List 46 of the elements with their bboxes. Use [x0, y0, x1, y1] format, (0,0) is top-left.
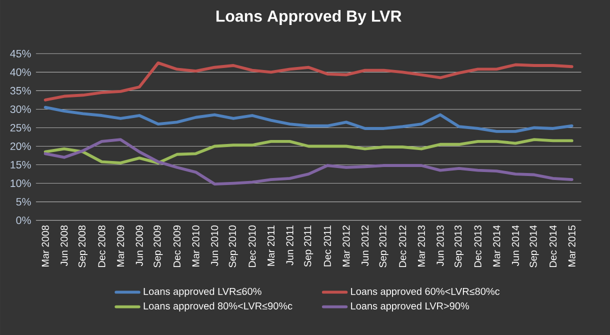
x-tick-label: Mar 2010: [192, 225, 200, 266]
y-tick-label: 45%: [10, 50, 31, 58]
y-tick-label: 40%: [10, 68, 31, 76]
x-tick-label: Jun 2009: [136, 226, 143, 266]
y-tick-label: 25%: [10, 124, 31, 132]
x-tick-label: Sep 2012: [379, 226, 388, 268]
x-tick-label: Sep 2009: [154, 226, 163, 268]
x-tick-label: Jun 2011: [286, 226, 294, 266]
x-tick-label: Sep 2011: [304, 226, 314, 267]
x-tick-label: Jun 2013: [436, 225, 444, 266]
line-series: [44, 106, 574, 133]
x-tick-label: Mar 2015: [568, 225, 576, 266]
x-tick-label: Sep 2008: [78, 225, 88, 268]
x-tick-label: Dec 2009: [173, 226, 181, 268]
y-tick-label: 5%: [16, 198, 31, 206]
y-tick-label: 20%: [10, 142, 31, 150]
legend-label: Loans approved LVR≤60%: [144, 288, 262, 297]
x-tick-label: Sep 2010: [228, 225, 238, 268]
line-series: [44, 61, 574, 102]
x-tick-label: Dec 2013: [474, 225, 482, 268]
x-tick-label: Dec 2011: [324, 226, 331, 266]
x-tick-label: Jun 2010: [211, 225, 218, 266]
x-tick-label: Jun 2008: [60, 225, 68, 266]
x-tick-label: Mar 2013: [418, 225, 425, 266]
x-tick-label: Dec 2010: [248, 225, 256, 268]
x-tick-label: Mar 2012: [342, 226, 350, 266]
y-tick-label: 10%: [10, 180, 31, 188]
x-tick-label: Mar 2014: [493, 225, 500, 266]
legend-label: Loans approved 60%<LVR≤80%c: [351, 288, 500, 297]
legend-label: Loans approved 80%<LVR≤90%c: [144, 302, 292, 312]
y-tick-label: 15%: [10, 161, 31, 169]
chart-title: Loans Approved By LVR: [216, 10, 402, 25]
x-tick-label: Sep 2013: [454, 225, 464, 268]
x-tick-label: Dec 2012: [399, 226, 406, 268]
y-tick-label: 35%: [10, 86, 31, 94]
x-tick-label: Dec 2008: [98, 225, 106, 268]
legend-label: Loans approved LVR>90%: [351, 302, 469, 312]
y-tick-label: 0%: [16, 216, 31, 224]
y-tick-label: 30%: [10, 105, 31, 113]
x-tick-label: Mar 2009: [117, 226, 124, 266]
x-tick-label: Mar 2008: [42, 225, 49, 266]
x-tick-label: Sep 2014: [530, 225, 539, 268]
x-tick-label: Jun 2014: [512, 225, 519, 266]
x-tick-label: Mar 2011: [267, 226, 275, 266]
x-tick-label: Jun 2012: [361, 226, 369, 266]
x-tick-label: Dec 2014: [550, 225, 557, 268]
